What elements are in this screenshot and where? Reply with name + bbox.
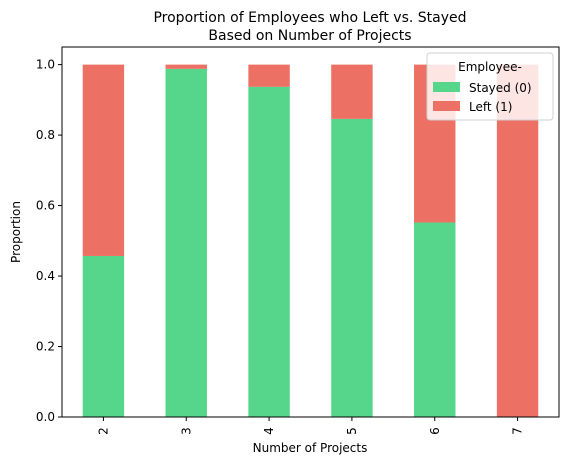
x-tick-label-4: 4	[262, 427, 276, 435]
bar-left-3	[165, 64, 207, 69]
y-axis-label: Proportion	[9, 201, 23, 263]
bar-left-2	[82, 64, 125, 256]
legend-swatch-left	[433, 101, 460, 111]
y-tick-label-0.0: 0.0	[36, 410, 55, 424]
chart-title-line-2: Based on Number of Projects	[208, 28, 411, 44]
y-tick-label-0.8: 0.8	[36, 128, 55, 142]
bar-stayed-2	[82, 255, 125, 417]
y-tick-label-1.0: 1.0	[36, 58, 55, 72]
chart-title-line-1: Proportion of Employees who Left vs. Sta…	[153, 10, 466, 26]
legend-label-stayed: Stayed (0)	[469, 81, 532, 95]
y-tick-label-0.2: 0.2	[36, 340, 55, 354]
y-tick-label-0.6: 0.6	[36, 199, 55, 213]
legend-title: Employee-	[458, 60, 522, 74]
plot-frame	[61, 46, 560, 418]
y-tick-label-0.4: 0.4	[36, 269, 55, 283]
bars-group	[82, 64, 539, 418]
x-tick-label-6: 6	[428, 427, 442, 435]
x-tick-label-2: 2	[96, 427, 110, 435]
x-tick-label-3: 3	[179, 427, 193, 435]
bar-stayed-6	[414, 222, 456, 417]
bar-stayed-3	[165, 68, 207, 417]
x-tick-label-5: 5	[345, 427, 359, 435]
bar-stayed-5	[331, 118, 373, 417]
x-axis-ticks: 2 3 4 5 6 7	[96, 417, 525, 435]
bar-left-5	[331, 64, 373, 119]
y-axis-ticks: 0.0 0.2 0.4 0.6 0.8 1.0	[36, 58, 62, 424]
legend-swatch-stayed	[433, 82, 460, 92]
bar-left-7	[496, 64, 539, 418]
x-axis-label: Number of Projects	[253, 441, 368, 455]
bar-left-4	[248, 64, 290, 87]
legend-label-left: Left (1)	[469, 100, 512, 114]
x-tick-label-7: 7	[511, 427, 525, 435]
legend: Employee- Stayed (0) Left (1)	[426, 52, 554, 121]
bar-stayed-4	[248, 86, 290, 417]
